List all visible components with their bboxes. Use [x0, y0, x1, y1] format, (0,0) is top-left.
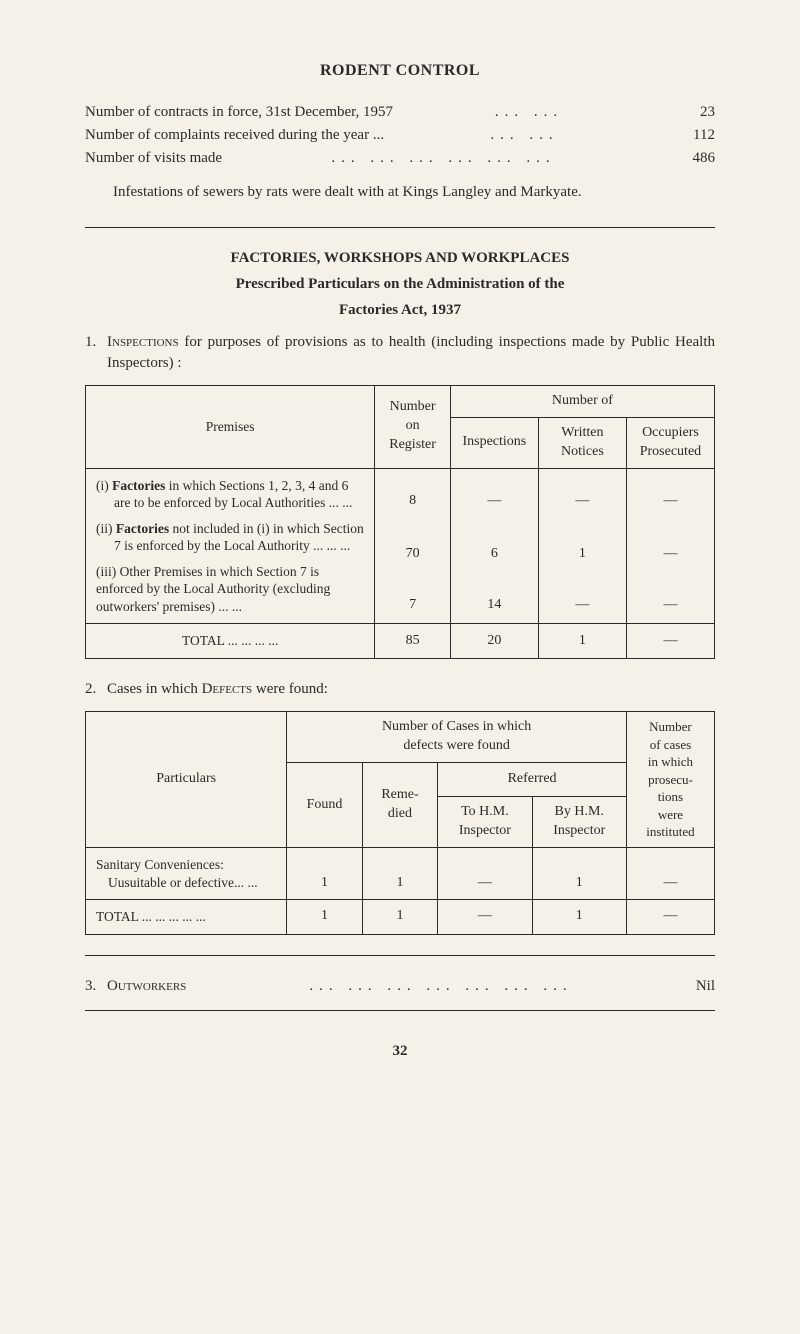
roman-i: (i): [96, 478, 109, 493]
dots-leader: ... ... ... ... ... ...: [222, 148, 665, 168]
stat-value: 486: [665, 148, 715, 168]
rodent-control-title: RODENT CONTROL: [85, 60, 715, 82]
header-premises: Premises: [86, 385, 375, 468]
total-prosec: —: [626, 900, 714, 935]
row-sublabel: Uusuitable or defective... ...: [96, 874, 276, 892]
bold-factories: Factories: [116, 521, 169, 536]
item-lead: Cases in which: [107, 681, 202, 697]
total-remedied: 1: [362, 900, 437, 935]
cell-register: 70: [375, 521, 450, 573]
total-to-hm: —: [438, 900, 532, 935]
header-by-hm: By H.M. Inspector: [532, 797, 626, 848]
item-text: Inspections for purposes of provisions a…: [107, 332, 715, 373]
header-prosecutions: Number of cases in which prosecu- tions …: [626, 712, 714, 848]
table-row: Sanitary Conveniences: Uusuitable or def…: [86, 847, 715, 899]
cell-prosec: —: [626, 847, 714, 899]
total-by-hm: 1: [532, 900, 626, 935]
section-divider: [85, 1010, 715, 1011]
factories-subtitle-2: Factories Act, 1937: [85, 300, 715, 320]
row-label: Sanitary Conveniences:: [96, 856, 276, 874]
header-number-of: Number of: [450, 385, 714, 417]
item-rest: were found:: [252, 681, 328, 697]
cell-register: 8: [375, 468, 450, 521]
header-written: Written Notices: [538, 417, 626, 468]
cell-by-hm: 1: [532, 847, 626, 899]
item-lead: Inspections: [107, 334, 179, 350]
header-found: Found: [287, 762, 362, 847]
stat-label: Number of visits made: [85, 148, 222, 168]
premises-item-i: (i) Factories in which Sections 1, 2, 3,…: [96, 477, 364, 512]
outworkers-line: 3. Outworkers ... ... ... ... ... ... ..…: [85, 976, 715, 996]
stat-row: Number of visits made ... ... ... ... ..…: [85, 148, 715, 168]
header-to-hm: To H.M. Inspector: [438, 797, 532, 848]
stat-value: 112: [665, 125, 715, 145]
header-number-cases: Number of Cases in which defects were fo…: [287, 712, 627, 763]
total-label: TOTAL ... ... ... ... ...: [86, 900, 287, 935]
item-1: 1. Inspections for purposes of provision…: [85, 332, 715, 373]
cell-register: 7: [375, 574, 450, 624]
factories-subtitle-1: Prescribed Particulars on the Administra…: [85, 274, 715, 294]
header-particulars: Particulars: [86, 712, 287, 848]
total-label: TOTAL ... ... ... ...: [86, 624, 375, 659]
table-total-row: TOTAL ... ... ... ... ... 1 1 — 1 —: [86, 900, 715, 935]
stat-row: Number of complaints received during the…: [85, 125, 715, 145]
infestations-paragraph: Infestations of sewers by rats were deal…: [85, 182, 715, 202]
cell-inspections: —: [450, 468, 538, 521]
item-text: Cases in which Defects were found:: [107, 679, 715, 699]
total-found: 1: [287, 900, 362, 935]
total-written: 1: [538, 624, 626, 659]
item-2: 2. Cases in which Defects were found:: [85, 679, 715, 699]
total-occupiers: —: [626, 624, 714, 659]
header-remedied: Reme- died: [362, 762, 437, 847]
header-occupiers: Occupiers Prosecuted: [626, 417, 714, 468]
item-number: 2.: [85, 679, 107, 699]
section-divider: [85, 227, 715, 228]
stat-row: Number of contracts in force, 31st Decem…: [85, 102, 715, 122]
cell-written: —: [538, 468, 626, 521]
rest-text: Other Premises in which Section 7 is enf…: [96, 564, 330, 614]
roman-ii: (ii): [96, 521, 113, 536]
item-sc: Defects: [202, 681, 253, 697]
header-inspections: Inspections: [450, 417, 538, 468]
cell-occupiers: —: [626, 521, 714, 573]
item-rest: for purposes of provisions as to health …: [107, 334, 715, 370]
stat-label: Number of contracts in force, 31st Decem…: [85, 102, 393, 122]
stat-value: 23: [665, 102, 715, 122]
outworkers-value: Nil: [696, 976, 715, 996]
cell-inspections: 6: [450, 521, 538, 573]
outworkers-label: Outworkers: [107, 976, 186, 996]
cell-occupiers: —: [626, 468, 714, 521]
cell-remedied: 1: [362, 847, 437, 899]
stat-label: Number of complaints received during the…: [85, 125, 384, 145]
premises-item-ii: (ii) Factories not included in (i) in wh…: [96, 520, 364, 555]
header-referred: Referred: [438, 762, 627, 796]
item-number: 1.: [85, 332, 107, 373]
total-register: 85: [375, 624, 450, 659]
premises-item-iii: (iii) Other Premises in which Section 7 …: [96, 563, 364, 616]
factories-title: FACTORIES, WORKSHOPS AND WORKPLACES: [85, 248, 715, 268]
dots-leader: ... ...: [393, 102, 665, 122]
dots-leader: ... ... ... ... ... ... ...: [186, 976, 696, 996]
cell-inspections: 14: [450, 574, 538, 624]
cell-occupiers: —: [626, 574, 714, 624]
cell-found: 1: [287, 847, 362, 899]
dots-leader: ... ...: [384, 125, 665, 145]
table-row: (i) Factories in which Sections 1, 2, 3,…: [86, 468, 715, 521]
header-register: Number on Register: [375, 385, 450, 468]
item-number: 3.: [85, 976, 107, 996]
cell-written: 1: [538, 521, 626, 573]
roman-iii: (iii): [96, 564, 116, 579]
cell-written: —: [538, 574, 626, 624]
bold-factories: Factories: [112, 478, 165, 493]
cell-to-hm: —: [438, 847, 532, 899]
total-inspections: 20: [450, 624, 538, 659]
page-number: 32: [85, 1041, 715, 1061]
defects-table: Particulars Number of Cases in which def…: [85, 711, 715, 934]
table-total-row: TOTAL ... ... ... ... 85 20 1 —: [86, 624, 715, 659]
section-divider: [85, 955, 715, 956]
inspections-table: Premises Number on Register Number of In…: [85, 385, 715, 659]
